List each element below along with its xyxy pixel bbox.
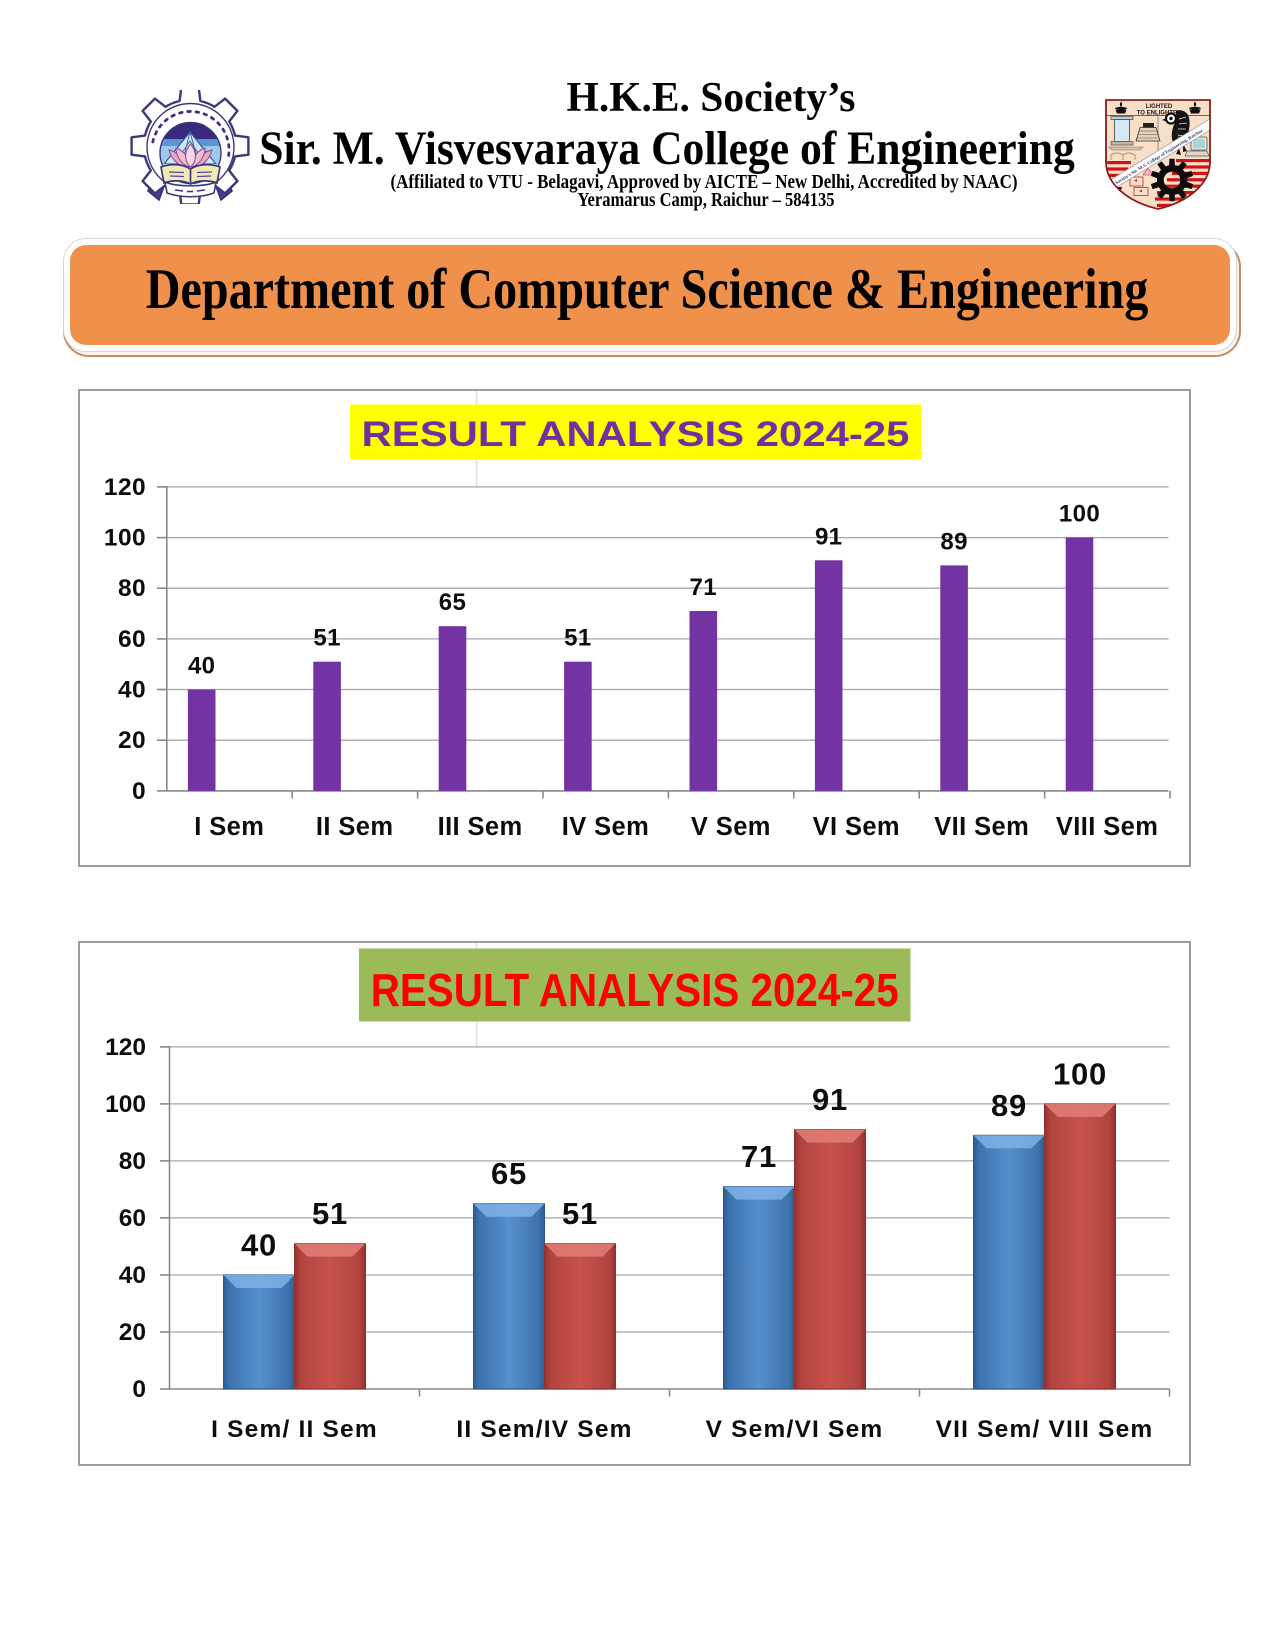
svg-text:65: 65 xyxy=(439,589,467,616)
svg-text:100: 100 xyxy=(1059,501,1100,528)
svg-text:51: 51 xyxy=(313,625,341,652)
svg-text:I Sem/ II Sem: I Sem/ II Sem xyxy=(211,1416,378,1443)
svg-text:V Sem/VI Sem: V Sem/VI Sem xyxy=(706,1416,884,1443)
svg-text:51: 51 xyxy=(562,1196,598,1231)
svg-text:91: 91 xyxy=(812,1082,848,1117)
svg-text:0: 0 xyxy=(132,1376,146,1403)
svg-text:RESULT ANALYSIS 2024-25: RESULT ANALYSIS 2024-25 xyxy=(362,415,910,454)
svg-text:VI Sem: VI Sem xyxy=(813,813,900,841)
svg-text:I Sem: I Sem xyxy=(194,813,264,841)
svg-text:60: 60 xyxy=(118,626,146,653)
svg-text:LIGHTED: LIGHTED xyxy=(1146,104,1173,110)
svg-text:40: 40 xyxy=(241,1228,277,1263)
svg-text:IV Sem: IV Sem xyxy=(562,813,649,841)
svg-text:II Sem: II Sem xyxy=(316,813,394,841)
svg-text:51: 51 xyxy=(564,625,592,652)
svg-text:40: 40 xyxy=(118,677,146,704)
svg-text:89: 89 xyxy=(940,528,968,555)
svg-text:40: 40 xyxy=(119,1262,146,1289)
svg-text:RESULT ANALYSIS 2024-25: RESULT ANALYSIS 2024-25 xyxy=(371,964,899,1016)
svg-text:VII Sem: VII Sem xyxy=(934,813,1029,841)
svg-text:II Sem/IV Sem: II Sem/IV Sem xyxy=(456,1416,632,1443)
svg-text:80: 80 xyxy=(118,575,146,602)
svg-text:120: 120 xyxy=(104,474,146,501)
svg-text:V Sem: V Sem xyxy=(691,813,771,841)
svg-text:100: 100 xyxy=(1053,1056,1107,1091)
svg-text:VIII Sem: VIII Sem xyxy=(1056,813,1158,841)
svg-text:20: 20 xyxy=(118,727,146,754)
svg-text:0: 0 xyxy=(132,778,146,805)
svg-text:40: 40 xyxy=(188,653,216,680)
svg-text:71: 71 xyxy=(741,1139,777,1174)
svg-text:20: 20 xyxy=(119,1319,146,1346)
svg-text:71: 71 xyxy=(690,574,718,601)
svg-text:III Sem: III Sem xyxy=(438,813,523,841)
svg-text:100: 100 xyxy=(105,1091,146,1118)
svg-text:80: 80 xyxy=(119,1148,146,1175)
svg-text:120: 120 xyxy=(105,1034,146,1061)
svg-text:51: 51 xyxy=(312,1196,348,1231)
svg-text:VII Sem/ VIII Sem: VII Sem/ VIII Sem xyxy=(936,1416,1154,1443)
svg-text:91: 91 xyxy=(815,523,843,550)
svg-text:TO ENLIGHTEN: TO ENLIGHTEN xyxy=(1137,111,1182,117)
svg-text:89: 89 xyxy=(991,1088,1027,1123)
svg-text:60: 60 xyxy=(119,1205,146,1232)
svg-text:65: 65 xyxy=(491,1156,527,1191)
svg-text:100: 100 xyxy=(104,525,146,552)
